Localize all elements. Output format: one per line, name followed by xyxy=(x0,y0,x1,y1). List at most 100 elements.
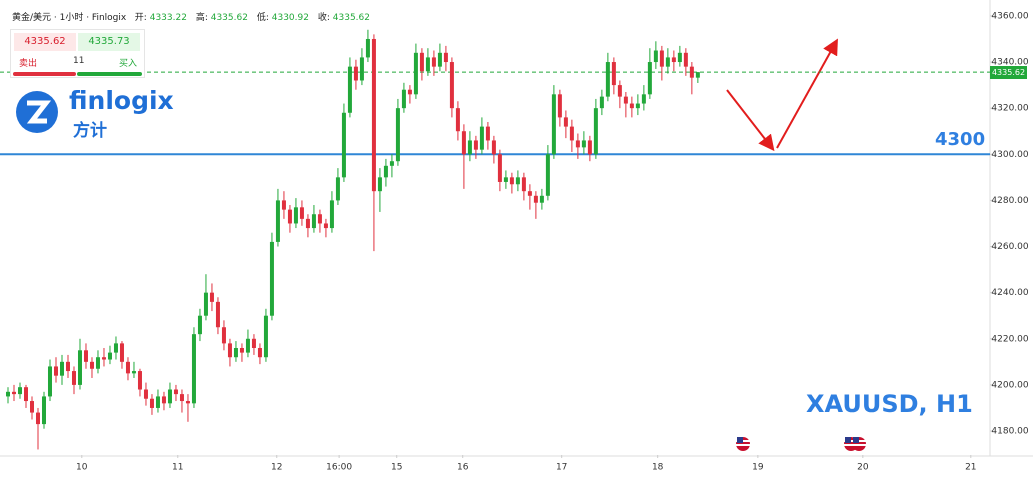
candle-body xyxy=(449,62,454,109)
candle-body xyxy=(239,347,244,353)
candle-body xyxy=(185,401,190,404)
candle-body xyxy=(593,108,598,155)
candle-body xyxy=(89,361,94,369)
candle-body xyxy=(329,200,334,229)
candle-body xyxy=(563,117,568,127)
candle-body xyxy=(233,347,238,358)
candle-body xyxy=(47,366,52,397)
arrow-up xyxy=(776,38,838,149)
candle-body xyxy=(341,112,346,178)
candle-body xyxy=(437,52,442,67)
label: 高: xyxy=(195,13,208,23)
sell-bar xyxy=(13,72,76,76)
candle-body xyxy=(569,126,574,141)
y-tick-label: 4180.00 xyxy=(991,427,1028,437)
candle-body xyxy=(623,96,628,104)
y-tick-label: 4300.00 xyxy=(991,150,1028,160)
candle-body xyxy=(263,315,268,358)
candle-body xyxy=(371,38,376,192)
candle-body xyxy=(581,140,586,148)
candle-body xyxy=(53,366,58,376)
candle-body xyxy=(173,389,178,395)
candle-body xyxy=(311,214,316,229)
candle-body xyxy=(617,85,622,97)
candle-body xyxy=(407,89,412,95)
candle-body xyxy=(59,361,64,376)
candle-body xyxy=(17,387,22,395)
candle-body xyxy=(419,52,424,72)
x-tick-label: 21 xyxy=(965,463,976,473)
candle-body xyxy=(395,108,400,162)
x-tick-label: 16:00 xyxy=(326,463,352,473)
trade-ticket: 4335.62 4335.73 卖出 11 买入 xyxy=(10,29,145,78)
buy-price[interactable]: 4335.73 xyxy=(78,33,140,51)
candle-body xyxy=(197,315,202,335)
candle-body xyxy=(629,103,634,109)
candle-body xyxy=(107,352,112,360)
candle-body xyxy=(143,389,148,399)
candle-body xyxy=(5,391,10,397)
candle-body xyxy=(131,371,136,374)
candle-body xyxy=(251,338,256,348)
x-tick-label: 16 xyxy=(457,463,469,473)
candle-body xyxy=(203,292,208,316)
candle-body xyxy=(275,200,280,242)
candle-body xyxy=(179,394,184,402)
y-tick-label: 4260.00 xyxy=(991,242,1028,252)
flag-icon xyxy=(852,437,866,451)
y-tick-label: 4340.00 xyxy=(991,58,1028,68)
x-tick-label: 19 xyxy=(752,463,764,473)
candle-body xyxy=(95,357,100,369)
candle-body xyxy=(527,191,532,196)
candle-body xyxy=(149,398,154,408)
sell-price[interactable]: 4335.62 xyxy=(14,33,76,51)
candle-body xyxy=(35,412,40,425)
quantity[interactable]: 11 xyxy=(73,56,85,66)
candle-body xyxy=(317,214,322,224)
label: 低: xyxy=(256,13,269,23)
candle-body xyxy=(401,89,406,109)
candle-body xyxy=(467,140,472,155)
candle-body xyxy=(461,131,466,155)
candle-body xyxy=(503,177,508,182)
candle-body xyxy=(587,140,592,155)
candle-body xyxy=(383,165,388,178)
candle-body xyxy=(209,292,214,302)
candle-body xyxy=(389,161,394,166)
annotation: XAUUSD, H1 xyxy=(806,390,973,418)
candle-body xyxy=(293,207,298,224)
candle-body xyxy=(137,371,142,390)
candle-body xyxy=(11,391,16,395)
x-tick-label: 11 xyxy=(172,463,183,473)
candle-body xyxy=(23,387,28,402)
candle-body xyxy=(305,218,310,229)
buy-button[interactable]: 买入 xyxy=(119,59,138,69)
value: 4330.92 xyxy=(271,13,309,23)
candle-body xyxy=(113,343,118,353)
candle-body xyxy=(497,154,502,182)
candle-body xyxy=(221,327,226,344)
x-tick-label: 20 xyxy=(857,463,869,473)
candle-body xyxy=(455,108,460,132)
candle-body xyxy=(599,96,604,109)
candle-body xyxy=(551,94,556,155)
candle-body xyxy=(65,361,70,372)
candle-body xyxy=(485,126,490,141)
x-tick-label: 18 xyxy=(652,463,664,473)
x-tick-label: 17 xyxy=(556,463,567,473)
y-tick-label: 4320.00 xyxy=(991,104,1028,114)
candle-body xyxy=(695,72,700,78)
candle-body xyxy=(377,177,382,192)
candle-body xyxy=(359,57,364,81)
value: 4335.62 xyxy=(332,13,370,23)
candle-body xyxy=(167,389,172,404)
candle-body xyxy=(161,396,166,404)
sell-button[interactable]: 卖出 xyxy=(19,59,38,69)
candle-body xyxy=(659,50,664,67)
candle-body xyxy=(611,62,616,86)
candle-body xyxy=(521,177,526,192)
candle-body xyxy=(671,57,676,63)
arrow-down xyxy=(726,89,775,152)
x-tick-label: 15 xyxy=(391,463,402,473)
